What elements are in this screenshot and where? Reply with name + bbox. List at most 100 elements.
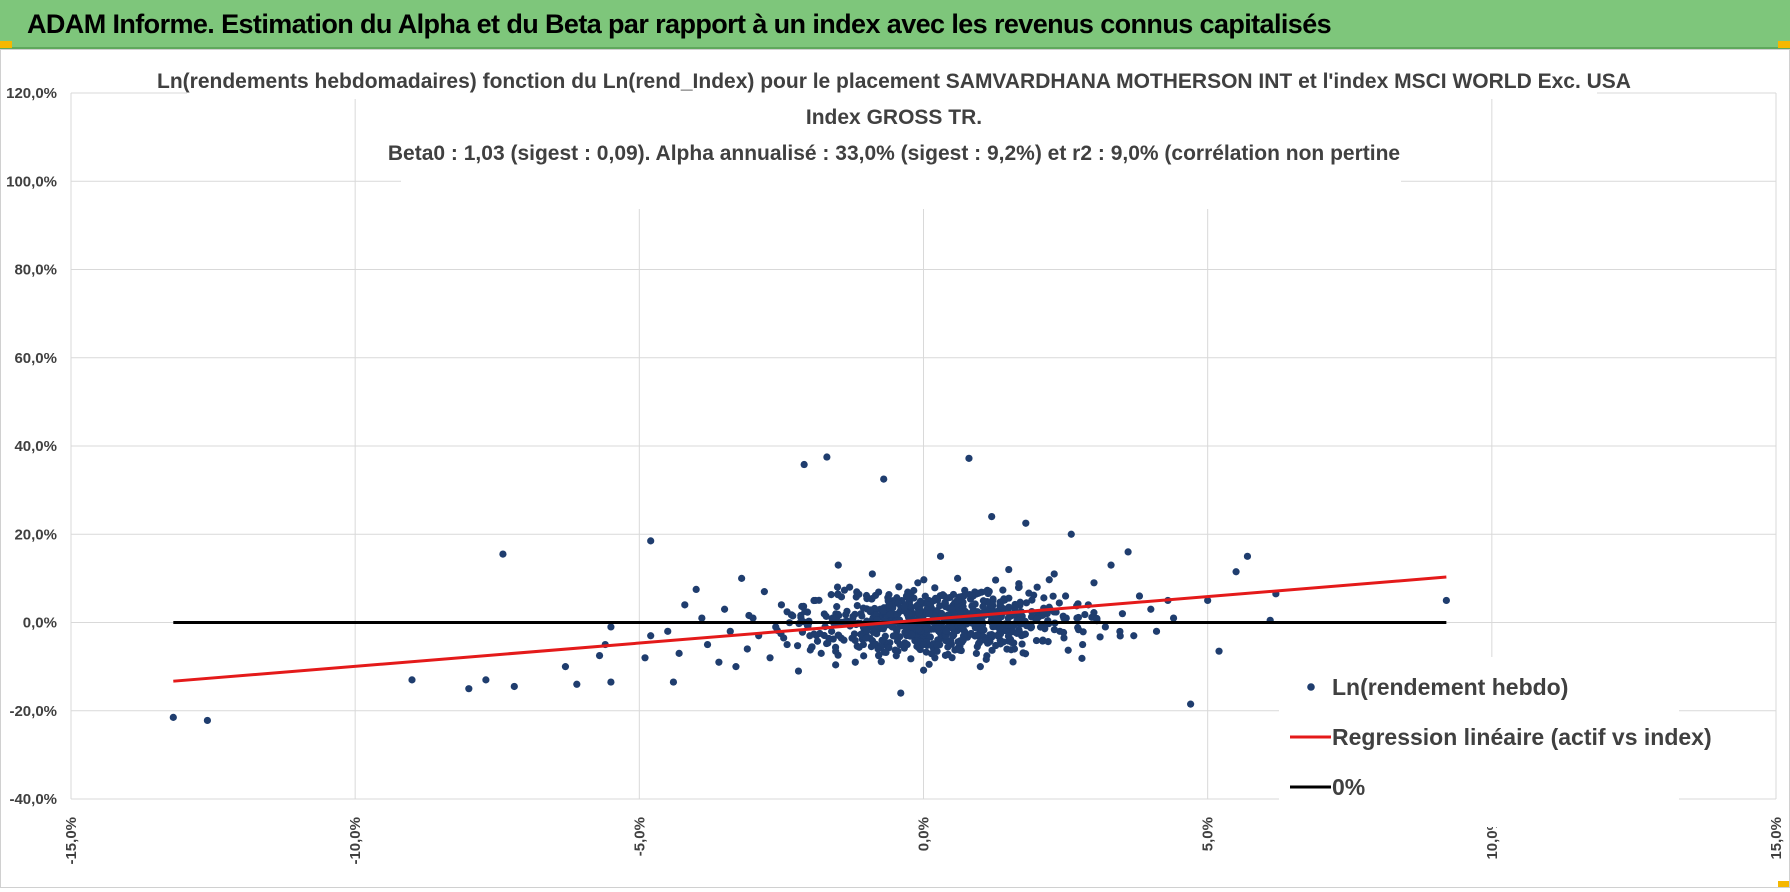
data-point <box>823 453 831 461</box>
data-point <box>981 636 989 644</box>
data-point <box>851 658 859 666</box>
data-point <box>931 594 940 602</box>
data-point <box>868 570 876 578</box>
data-point <box>863 627 871 635</box>
corner-marker-left <box>0 41 12 48</box>
data-point <box>800 460 808 469</box>
data-point <box>902 623 910 631</box>
data-point <box>900 603 908 611</box>
data-point <box>897 689 905 697</box>
data-point <box>1033 583 1041 591</box>
data-point <box>954 574 962 582</box>
data-point <box>916 597 925 605</box>
data-point <box>860 652 868 660</box>
data-point <box>408 676 416 684</box>
data-point <box>806 632 814 640</box>
x-tick-label: -10,0% <box>347 817 364 865</box>
data-point <box>920 576 928 584</box>
y-tick-label: 20,0% <box>14 526 57 543</box>
data-point <box>969 606 977 614</box>
data-point <box>989 601 997 609</box>
data-point <box>857 610 865 618</box>
y-tick-label: 0,0% <box>23 615 57 632</box>
data-point <box>894 599 902 608</box>
data-point <box>772 623 780 631</box>
data-point <box>595 651 604 660</box>
data-point <box>1050 626 1059 634</box>
data-point <box>561 663 570 671</box>
data-point <box>783 640 791 649</box>
data-point <box>1009 658 1017 666</box>
data-point <box>607 623 615 631</box>
data-point <box>976 663 984 671</box>
title-background <box>187 63 1597 99</box>
data-point <box>1215 647 1223 655</box>
data-point <box>997 602 1005 610</box>
data-point <box>955 646 964 654</box>
data-point <box>915 625 923 634</box>
data-point <box>879 607 888 615</box>
data-point <box>948 623 956 632</box>
data-point <box>1067 530 1075 538</box>
data-point <box>977 625 986 633</box>
data-point <box>949 631 957 639</box>
data-point <box>967 629 975 638</box>
data-point <box>794 667 803 675</box>
data-point <box>1004 632 1013 640</box>
data-point <box>859 604 868 612</box>
data-point <box>1074 626 1083 634</box>
data-point <box>789 612 797 620</box>
data-point <box>851 636 859 645</box>
data-point <box>959 636 967 644</box>
data-point <box>703 640 712 649</box>
data-point <box>888 623 896 631</box>
data-point <box>813 637 822 645</box>
data-point <box>875 652 883 660</box>
data-point <box>1021 650 1030 658</box>
data-point <box>988 513 996 521</box>
data-point <box>908 623 916 631</box>
data-point <box>972 649 980 658</box>
data-point <box>948 605 956 613</box>
data-point <box>866 606 874 614</box>
data-point <box>956 608 964 616</box>
data-point <box>820 610 828 618</box>
data-point <box>793 642 802 650</box>
data-point <box>908 630 916 639</box>
data-point <box>1243 552 1252 560</box>
data-point <box>1010 645 1019 653</box>
data-point <box>1078 654 1086 662</box>
data-point <box>573 680 581 688</box>
data-point <box>828 614 837 622</box>
data-point <box>715 658 723 666</box>
data-point <box>1073 614 1081 622</box>
data-point <box>992 576 1000 584</box>
data-point <box>203 716 211 725</box>
x-tick-label: 5,0% <box>1200 817 1217 851</box>
data-point <box>988 631 996 639</box>
data-point <box>982 588 990 596</box>
data-point <box>944 643 952 651</box>
data-point <box>169 713 177 721</box>
data-point <box>1036 623 1045 631</box>
data-point <box>999 638 1007 646</box>
data-point <box>862 634 870 642</box>
data-point <box>853 588 861 596</box>
corner-marker-right <box>1778 41 1790 48</box>
data-point <box>1116 632 1124 640</box>
data-point <box>944 594 952 602</box>
data-point <box>941 599 949 607</box>
chart-title-line-2: Index GROSS TR. <box>806 106 982 129</box>
data-point <box>1045 576 1053 584</box>
data-point <box>1002 627 1010 635</box>
data-point <box>874 645 882 653</box>
y-tick-label: 60,0% <box>14 350 57 367</box>
data-point <box>1059 612 1067 620</box>
chart-title-line-3: Beta0 : 1,03 (sigest : 0,09). Alpha annu… <box>388 142 1400 165</box>
data-point <box>913 642 921 650</box>
y-tick-label: 120,0% <box>6 85 57 102</box>
header-bar: ADAM Informe. Estimation du Alpha et du … <box>0 0 1790 49</box>
data-point <box>808 643 816 651</box>
data-point <box>933 647 941 655</box>
data-point <box>777 601 786 609</box>
